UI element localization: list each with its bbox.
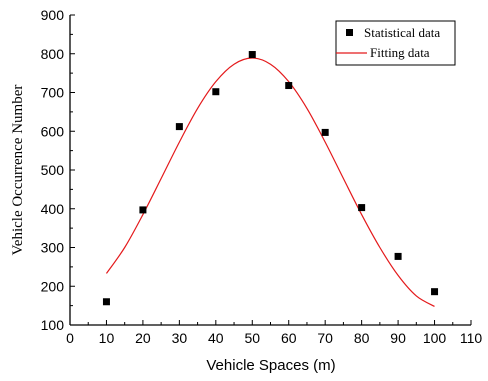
data-point [102,298,110,306]
y-tick-label: 100 [41,317,65,333]
legend-label-statistical: Statistical data [364,25,440,40]
y-tick-label: 500 [41,162,65,178]
legend: Statistical data Fitting data [335,20,456,66]
y-axis-title: Vehicle Occurrence Number [10,85,26,256]
x-tick-label: 110 [460,330,483,346]
x-tick-label: 70 [317,330,333,346]
x-tick-label: 40 [208,330,224,346]
y-tick-label: 700 [41,85,65,101]
y-tick-label: 200 [41,278,65,294]
x-tick-label: 0 [66,330,74,346]
data-point [248,51,256,59]
y-tick-label: 900 [41,7,65,23]
x-tick-label: 60 [281,330,297,346]
legend-marker-statistical [346,29,353,36]
legend-box [335,20,456,66]
data-points-layer [102,51,439,306]
fitting-curve [105,57,435,307]
x-axis-title: Vehicle Spaces (m) [206,357,335,374]
tick-labels: 0 10 20 30 40 50 60 70 80 90 100 110 100 200 300 400 500… [41,7,483,346]
fit-curve-layer [105,57,435,307]
y-tick-label: 600 [41,123,65,139]
axes [69,14,472,326]
data-point [358,204,366,212]
x-tick-label: 80 [354,330,370,346]
y-tick-label: 400 [41,201,65,217]
data-point [139,206,147,214]
x-tick-label: 10 [99,330,115,346]
data-point [285,82,293,90]
y-tick-label: 800 [41,46,65,62]
x-tick-label: 100 [423,330,447,346]
x-tick-label: 50 [244,330,260,346]
data-point [212,88,220,96]
x-tick-label: 20 [135,330,151,346]
data-point [175,123,183,131]
data-point [431,288,439,296]
x-tick-label: 30 [172,330,188,346]
legend-label-fitting: Fitting data [370,45,430,60]
data-point [394,252,402,260]
y-tick-label: 300 [41,240,65,256]
x-tick-label: 90 [390,330,406,346]
data-point [321,128,329,136]
